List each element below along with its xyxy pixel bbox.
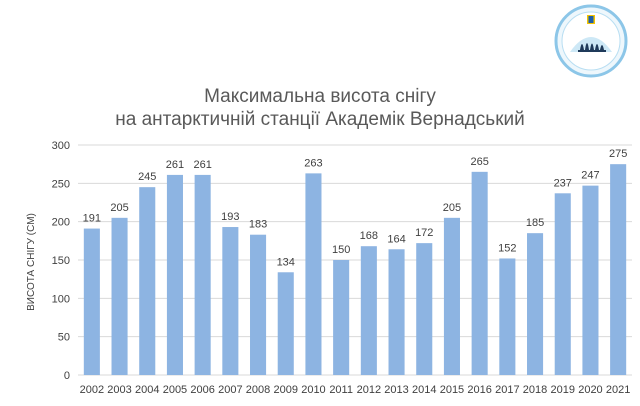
data-label-2003: 205 [110, 202, 128, 214]
x-tick-label: 2007 [218, 384, 242, 396]
bar-2008 [250, 234, 267, 375]
bar-2017 [499, 258, 516, 375]
y-tick-label: 100 [52, 293, 70, 305]
data-label-2021: 275 [609, 148, 627, 160]
data-label-2012: 168 [360, 230, 378, 242]
x-tick-label: 2008 [246, 384, 270, 396]
x-tick-label: 2003 [107, 384, 131, 396]
x-tick-label: 2014 [412, 384, 436, 396]
data-label-2008: 183 [249, 219, 267, 231]
x-tick-label: 2019 [551, 384, 575, 396]
x-axis-ticks: 2002 2003 2004 2005 2006 2007 2008 2009 2010 2011… [80, 384, 631, 396]
data-label-2007: 193 [221, 211, 239, 223]
data-label-2013: 164 [387, 233, 405, 245]
data-labels: 191 205 245 261 261 193 183 134 263 150 168 164 172 2… [83, 148, 628, 268]
bar-2009 [277, 272, 294, 375]
bar-2018 [527, 233, 544, 375]
x-tick-label: 2009 [274, 384, 298, 396]
bar-2013 [388, 249, 405, 375]
bar-2016 [471, 171, 488, 375]
bar-2014 [416, 243, 433, 375]
y-tick-label: 300 [52, 140, 70, 152]
data-label-2004: 245 [138, 171, 156, 183]
bar-2015 [443, 217, 460, 375]
x-tick-label: 2015 [440, 384, 464, 396]
bar-2005 [166, 174, 183, 375]
x-tick-label: 2020 [578, 384, 602, 396]
bar-2003 [111, 217, 128, 375]
bar-2021 [610, 164, 627, 375]
grid-lines [78, 144, 632, 376]
data-label-2006: 261 [193, 159, 211, 171]
y-tick-label: 0 [64, 370, 70, 382]
data-label-2010: 263 [304, 157, 322, 169]
x-tick-label: 2016 [467, 384, 491, 396]
data-label-2005: 261 [166, 159, 184, 171]
x-tick-label: 2012 [357, 384, 381, 396]
data-label-2002: 191 [83, 213, 101, 225]
bar-2011 [333, 260, 350, 375]
x-tick-label: 2018 [523, 384, 547, 396]
x-tick-label: 2011 [329, 384, 353, 396]
x-tick-label: 2021 [606, 384, 630, 396]
data-label-2020: 247 [581, 170, 599, 182]
x-tick-label: 2013 [384, 384, 408, 396]
data-label-2018: 185 [526, 217, 544, 229]
data-label-2015: 205 [443, 202, 461, 214]
bar-2010 [305, 173, 322, 375]
bar-2007 [222, 227, 239, 375]
y-tick-label: 150 [52, 255, 70, 267]
bar-2004 [139, 187, 156, 375]
data-label-2014: 172 [415, 227, 433, 239]
data-label-2009: 134 [277, 256, 295, 268]
x-tick-label: 2005 [163, 384, 187, 396]
y-axis-ticks: 0 50 100 150 200 250 300 [52, 140, 70, 382]
bar-2019 [554, 193, 571, 375]
y-tick-label: 250 [52, 178, 70, 190]
data-label-2019: 237 [554, 177, 572, 189]
data-label-2016: 265 [470, 156, 488, 168]
x-tick-label: 2002 [80, 384, 104, 396]
y-tick-label: 50 [58, 332, 70, 344]
chart-title-line-1: Максимальна висота снігу [204, 86, 436, 107]
bar-2002 [83, 228, 100, 375]
data-label-2017: 152 [498, 242, 516, 254]
data-label-2011: 150 [332, 244, 350, 256]
x-tick-label: 2010 [301, 384, 325, 396]
x-tick-label: 2006 [190, 384, 214, 396]
bar-2012 [360, 246, 377, 375]
x-tick-label: 2017 [495, 384, 519, 396]
chart-title-line-2: на антарктичній станції Академік Вернадс… [115, 109, 525, 130]
y-tick-label: 200 [52, 217, 70, 229]
bar-2006 [194, 174, 211, 375]
ukrainian-antarctic-center-logo-icon [554, 4, 628, 78]
y-axis-label: ВИСОТА СНІГУ (СМ) [26, 213, 37, 311]
bars [83, 164, 627, 375]
bar-2020 [582, 185, 599, 375]
x-tick-label: 2004 [135, 384, 159, 396]
